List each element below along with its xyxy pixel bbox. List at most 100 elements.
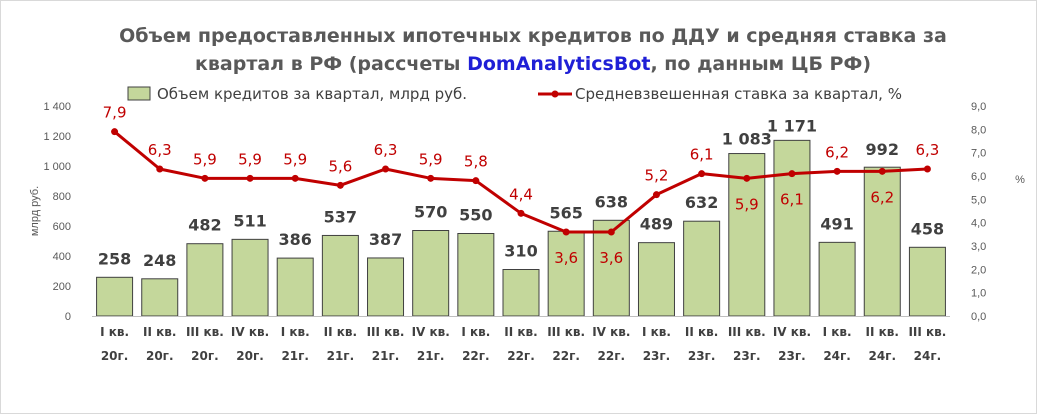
volume-bar — [321, 234, 359, 317]
rate-point — [111, 128, 119, 136]
x-tick-label: IV кв. — [412, 325, 450, 339]
rate-value-label: 5,8 — [464, 153, 488, 171]
rate-value-label: 6,1 — [780, 191, 804, 209]
volume-bar — [547, 230, 585, 317]
x-tick-label: III кв. — [728, 325, 766, 339]
rate-value-label: 5,9 — [193, 150, 217, 168]
x-tick-label: III кв. — [186, 325, 224, 339]
bar-value-label: 482 — [188, 216, 221, 235]
y-left-axis-title: млрд руб. — [29, 186, 41, 236]
rate-point — [923, 165, 931, 173]
rate-point — [562, 228, 570, 236]
chart-title-line-1: Объем предоставленных ипотечных кредитов… — [119, 25, 947, 47]
volume-bar — [457, 233, 495, 317]
rate-value-label: 6,2 — [825, 143, 849, 161]
bar-value-label: 258 — [98, 249, 131, 268]
x-tick-label: IV кв. — [592, 325, 630, 339]
volume-bar — [908, 246, 946, 317]
y-left-tick-label: 600 — [53, 221, 71, 233]
x-tick-label: IV кв. — [773, 325, 811, 339]
x-tick-label: I кв. — [823, 325, 852, 339]
y-right-axis-title: % — [1015, 174, 1025, 186]
rate-value-label: 6,3 — [374, 141, 398, 159]
x-tick-label: 24г. — [868, 349, 896, 363]
rate-point — [517, 209, 525, 217]
rate-value-label: 7,9 — [103, 104, 127, 122]
x-tick-label: 22г. — [552, 349, 580, 363]
x-tick-label: 24г. — [914, 349, 942, 363]
rate-value-label: 5,6 — [328, 157, 352, 175]
rate-point — [472, 177, 480, 185]
volume-bar — [592, 219, 630, 317]
x-tick-label: II кв. — [324, 325, 357, 339]
chart-title-line-2: квартал в РФ (рассчеты DomAnalyticsBot, … — [195, 53, 871, 75]
bar-value-label: 248 — [143, 251, 176, 270]
bar-value-label: 458 — [911, 219, 944, 238]
legend-line-label: Средневзвешенная ставка за квартал, % — [575, 85, 902, 103]
volume-bar — [818, 241, 856, 317]
x-tick-label: II кв. — [143, 325, 176, 339]
y-right-tick-label: 9,0 — [971, 101, 986, 113]
volume-bar — [367, 257, 405, 317]
x-tick-label: 20г. — [101, 349, 129, 363]
x-tick-label: 21г. — [281, 349, 309, 363]
x-tick-label: 23г. — [778, 349, 806, 363]
x-tick-label: 20г. — [146, 349, 174, 363]
x-tick-label: IV кв. — [231, 325, 269, 339]
x-tick-label: 20г. — [191, 349, 219, 363]
x-tick-label: III кв. — [367, 325, 405, 339]
bar-value-label: 1 171 — [767, 116, 817, 135]
title-text: квартал в РФ (рассчеты — [195, 53, 467, 75]
bar-value-label: 491 — [820, 214, 853, 233]
rate-point — [833, 167, 841, 175]
rate-value-label: 6,3 — [915, 141, 939, 159]
rate-point — [698, 170, 706, 178]
x-tick-label: II кв. — [866, 325, 899, 339]
x-tick-label: 23г. — [688, 349, 716, 363]
x-tick-label: 22г. — [462, 349, 490, 363]
y-right-tick-label: 2,0 — [971, 264, 986, 276]
y-right-tick-label: 4,0 — [971, 218, 986, 230]
volume-bar — [231, 238, 269, 317]
y-left-tick-label: 200 — [53, 281, 71, 293]
bar-value-label: 386 — [279, 230, 312, 249]
rate-value-label: 6,3 — [148, 141, 172, 159]
rate-point — [743, 174, 751, 182]
rate-point — [382, 165, 390, 173]
rate-value-label: 3,6 — [599, 249, 623, 267]
legend-bar-swatch — [127, 86, 151, 101]
y-left-tick-label: 0 — [65, 311, 71, 323]
rate-value-label: 5,9 — [238, 150, 262, 168]
rate-point — [336, 181, 344, 189]
legend-bar-label: Объем кредитов за квартал, млрд руб. — [157, 85, 467, 103]
y-right-tick-label: 6,0 — [971, 171, 986, 183]
bar-value-label: 550 — [459, 206, 492, 225]
rate-value-label: 5,9 — [283, 150, 307, 168]
volume-bar — [141, 278, 179, 317]
bar-value-label: 638 — [595, 192, 628, 211]
rate-value-label: 6,1 — [690, 146, 714, 164]
x-tick-label: I кв. — [100, 325, 129, 339]
title-text: Объем предоставленных ипотечных кредитов… — [119, 25, 947, 47]
x-tick-label: 21г. — [327, 349, 355, 363]
x-tick-label: 22г. — [507, 349, 535, 363]
bar-value-label: 632 — [685, 193, 718, 212]
volume-bar — [863, 166, 901, 317]
x-tick-label: I кв. — [461, 325, 490, 339]
y-right-tick-label: 5,0 — [971, 194, 986, 206]
bar-value-label: 387 — [369, 230, 402, 249]
y-right-tick-label: 8,0 — [971, 124, 986, 136]
x-tick-label: I кв. — [642, 325, 671, 339]
y-right-tick-label: 3,0 — [971, 241, 986, 253]
bar-value-label: 992 — [866, 140, 899, 159]
volume-bar — [683, 220, 721, 317]
x-tick-label: 23г. — [733, 349, 761, 363]
bar-value-label: 1 083 — [722, 130, 772, 149]
legend-line-marker — [551, 90, 559, 98]
rate-point — [291, 174, 299, 182]
x-tick-label: 24г. — [823, 349, 851, 363]
x-tick-label: II кв. — [504, 325, 537, 339]
volume-bar — [773, 139, 811, 317]
rate-point — [878, 167, 886, 175]
rate-point — [156, 165, 164, 173]
